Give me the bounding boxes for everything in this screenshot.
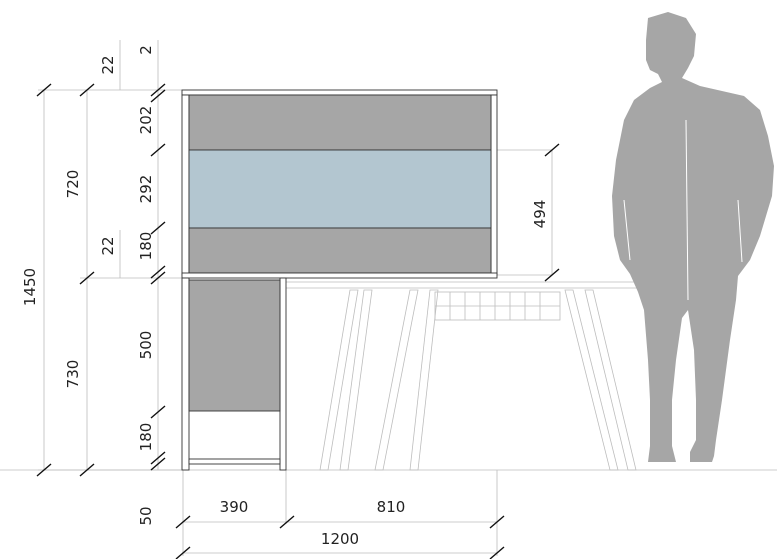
label-screen-height: 494 — [531, 200, 549, 229]
right-post-upper — [490, 94, 498, 276]
label-top-gap: 2 — [137, 45, 155, 55]
label-width-right: 810 — [377, 498, 406, 516]
label-overall-height: 1450 — [21, 268, 39, 306]
person-silhouette — [612, 12, 774, 462]
lower-panel-gray — [188, 279, 281, 412]
label-lower-gap: 180 — [137, 423, 155, 452]
left-post-upper — [181, 94, 190, 276]
label-lower-panel: 500 — [137, 331, 155, 360]
dimension-lines — [43, 40, 553, 554]
dimension-ticks — [36, 83, 560, 559]
label-panel-top: 202 — [137, 106, 155, 135]
label-upper-height: 720 — [64, 170, 82, 199]
dimension-labels: 1450 720 730 22 2 202 292 180 22 494 500… — [21, 45, 549, 548]
desk-frame — [286, 281, 640, 471]
label-shelf-thickness: 22 — [99, 236, 117, 255]
lower-left-post — [181, 277, 190, 471]
label-base-offset: 50 — [137, 506, 155, 525]
shelf-board — [181, 272, 498, 279]
base-rail — [188, 458, 281, 465]
panel-middle-blue — [188, 149, 492, 229]
label-lower-height: 730 — [64, 360, 82, 389]
top-board — [181, 89, 498, 96]
person-detail — [623, 119, 743, 301]
label-panel-middle: 292 — [137, 175, 155, 204]
lower-right-post — [279, 277, 287, 471]
label-overall-width: 1200 — [321, 530, 359, 548]
label-panel-bottom: 180 — [137, 232, 155, 261]
panel-top-gray — [188, 94, 492, 151]
label-width-left: 390 — [220, 498, 249, 516]
cabinet — [181, 89, 498, 471]
extension-lines — [38, 89, 552, 556]
panel-bottom-gray — [188, 227, 492, 274]
label-top-thickness: 22 — [99, 55, 117, 74]
